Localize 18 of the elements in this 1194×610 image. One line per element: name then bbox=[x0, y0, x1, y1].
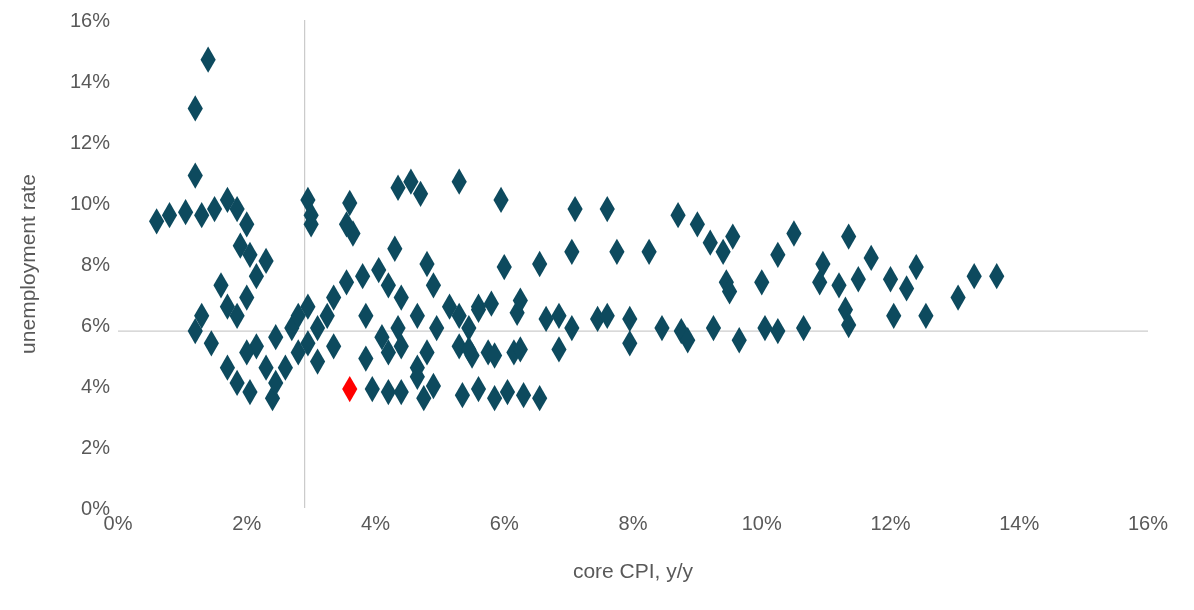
y-tick-label: 4% bbox=[81, 375, 111, 398]
x-tick-label: 10% bbox=[741, 512, 782, 535]
y-tick-label: 16% bbox=[69, 9, 111, 32]
x-tick-label: 16% bbox=[1127, 512, 1169, 535]
y-axis-title: unemployment rate bbox=[16, 174, 40, 354]
y-tick-label: 12% bbox=[69, 131, 111, 154]
y-tick-label: 6% bbox=[81, 314, 111, 337]
y-tick-label: 8% bbox=[81, 253, 111, 276]
x-axis-title: core CPI, y/y bbox=[572, 559, 694, 582]
x-tick-label: 12% bbox=[870, 512, 911, 535]
x-tick-label: 6% bbox=[489, 512, 519, 535]
y-tick-label: 2% bbox=[81, 436, 111, 459]
x-tick-label: 8% bbox=[618, 512, 648, 535]
y-tick-label: 10% bbox=[69, 192, 111, 215]
y-tick-label: 14% bbox=[69, 70, 111, 93]
x-tick-label: 14% bbox=[999, 512, 1040, 535]
x-tick-label: 4% bbox=[361, 512, 391, 535]
x-tick-label: 2% bbox=[232, 512, 262, 535]
